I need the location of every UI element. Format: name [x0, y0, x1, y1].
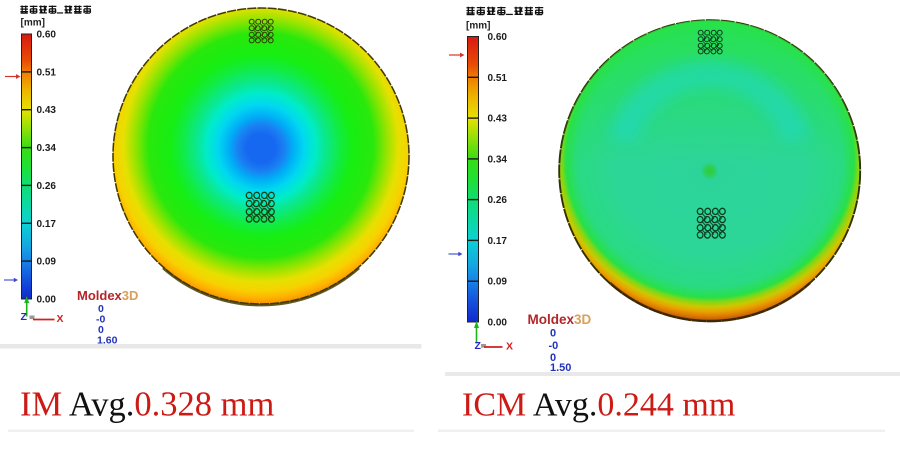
svg-text:Moldex3D: Moldex3D: [528, 312, 592, 327]
svg-text:ICM Avg.0.244 mm: ICM Avg.0.244 mm: [462, 387, 735, 424]
svg-text:0: 0: [550, 352, 556, 364]
svg-text:X: X: [57, 313, 64, 325]
svg-text:0.60: 0.60: [488, 32, 508, 43]
svg-text:0.51: 0.51: [37, 67, 57, 78]
svg-text:0.34: 0.34: [37, 143, 57, 154]
svg-text:0.51: 0.51: [488, 73, 508, 84]
svg-text:0.09: 0.09: [37, 257, 57, 268]
svg-text:0.00: 0.00: [488, 318, 508, 329]
svg-text:0: 0: [550, 328, 556, 340]
svg-text:0.17: 0.17: [37, 219, 57, 230]
svg-text:0.43: 0.43: [37, 105, 57, 116]
svg-text:[mm]: [mm]: [21, 18, 45, 29]
svg-text:Moldex3D: Moldex3D: [77, 288, 138, 303]
svg-text:[mm]: [mm]: [466, 21, 490, 32]
svg-text:X: X: [506, 341, 513, 353]
svg-text:Z: Z: [21, 311, 28, 323]
svg-text:1.50: 1.50: [550, 362, 571, 374]
svg-text:0.26: 0.26: [488, 195, 508, 206]
svg-text:0.00: 0.00: [37, 295, 57, 306]
svg-text:-0: -0: [549, 340, 559, 352]
svg-text:0.43: 0.43: [488, 114, 508, 125]
svg-text:1.60: 1.60: [97, 335, 118, 347]
svg-text:0.60: 0.60: [37, 30, 57, 41]
svg-text:Z: Z: [475, 340, 482, 352]
svg-text:0.09: 0.09: [488, 277, 508, 288]
svg-text:0.26: 0.26: [37, 181, 57, 192]
svg-text:IM Avg.0.328 mm: IM Avg.0.328 mm: [20, 386, 274, 424]
svg-text:0: 0: [98, 303, 104, 315]
svg-text:0: 0: [98, 324, 104, 336]
svg-text:0.34: 0.34: [488, 154, 508, 165]
svg-text:0.17: 0.17: [488, 236, 508, 247]
svg-text:-0: -0: [96, 314, 105, 326]
